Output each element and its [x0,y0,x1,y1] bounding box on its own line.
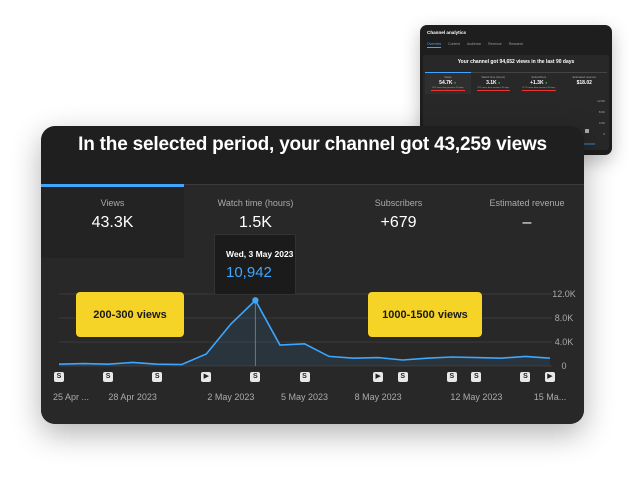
up-arrow-icon: ● [453,80,457,85]
metric-value: – [522,214,532,231]
x-tick-label: 15 Ma... [534,392,567,402]
mini-metric-label: Watch time (hours) [481,75,506,79]
metric-label: Views [100,198,125,208]
mini-metric-label: Estimated revenue [572,75,596,79]
mini-tab-revenue[interactable]: Revenue [488,42,502,46]
metric-label: Subscribers [374,198,423,208]
shorts-icon[interactable]: S [520,372,531,382]
shorts-icon[interactable]: S [397,372,408,382]
mini-tabs: Overview Content Audience Revenue Resear… [427,42,523,48]
mini-tab-research[interactable]: Research [508,42,524,46]
mini-metric-label: Views [444,75,452,79]
shorts-icon[interactable]: S [152,372,163,382]
metric-label: Watch time (hours) [217,198,294,208]
tooltip-date: Wed, 3 May 2023 [226,249,294,259]
video-icon[interactable]: ▶ [201,372,212,382]
mini-y-label: 12.0K [597,99,605,103]
analytics-card: In the selected period, your channel got… [41,126,584,424]
mini-y-label: 4.0K [598,121,605,125]
series-area [59,300,550,366]
shorts-icon[interactable]: S [250,372,261,382]
y-tick-label: 12.0K [552,289,576,299]
y-tick-label: 4.0K [555,337,574,347]
mini-metric-label: Subscribers [531,75,547,79]
shorts-icon[interactable]: S [471,372,482,382]
metric-value: +679 [380,214,417,231]
mini-metric-note: 22% more than previous 90 days [476,87,510,91]
highlight-point [252,297,259,304]
mini-metric-value: 54.7K [439,80,453,86]
callout-left: 200-300 views [76,292,184,337]
metric-tab-watch-time[interactable]: Watch time (hours) 1.5K [184,184,327,258]
metric-label: Estimated revenue [489,198,565,208]
mini-y-label: 0 [603,132,605,136]
shorts-icon[interactable]: S [103,372,114,382]
video-icon[interactable]: ▶ [545,372,555,382]
headline: In the selected period, your channel got… [78,134,547,155]
shorts-icon[interactable]: S [299,372,310,382]
callout-right: 1000-1500 views [368,292,482,337]
x-tick-label: 12 May 2023 [450,392,502,402]
chart-area [41,258,584,424]
mini-metric-subscribers[interactable]: Subscribers +1.3K ● 117% more than previ… [516,72,562,94]
x-tick-label: 5 May 2023 [281,392,328,402]
mini-metric-revenue[interactable]: Estimated revenue $18.02 [561,72,607,94]
mini-chart-marker [585,129,589,133]
mini-y-label: 8.0K [598,110,605,114]
x-tick-label: 8 May 2023 [355,392,402,402]
views-chart: 12.0K 8.0K 4.0K 0 25 Apr ... 28 Apr 2023 2 May… [53,289,576,402]
mini-metric-watch-time[interactable]: Watch time (hours) 3.1K ● 22% more than … [470,72,516,94]
mini-title: Channel analytics [427,30,467,35]
y-tick-label: 0 [561,361,566,371]
video-icon[interactable]: ▶ [373,372,384,382]
metric-value: 43.3K [91,214,134,231]
x-tick-label: 28 Apr 2023 [108,392,157,402]
up-arrow-icon: ● [544,80,548,85]
chart-tooltip: Wed, 3 May 2023 10,942 [214,234,296,295]
mini-metric-views[interactable]: Views 54.7K ● 12% more than previous 90 … [425,72,471,94]
shorts-icon[interactable]: S [446,372,457,382]
x-tick-label: 25 Apr ... [53,392,89,402]
x-tick-label: 2 May 2023 [207,392,254,402]
mini-metric-note: 12% more than previous 90 days [431,87,465,91]
mini-metric-value: +1.3K [530,80,544,86]
mini-metrics: Views 54.7K ● 12% more than previous 90 … [425,72,607,94]
tooltip-value: 10,942 [226,264,272,281]
metric-tab-views[interactable]: Views 43.3K [41,184,184,258]
series-line [58,299,551,366]
metric-tabs: Views 43.3K Watch time (hours) 1.5K Subs… [41,184,584,258]
shorts-icon[interactable]: S [54,372,64,382]
mini-tab-overview[interactable]: Overview [427,42,442,48]
up-arrow-icon: ● [498,80,501,85]
mini-metric-note: 117% more than previous 90 days [522,87,556,91]
metric-value: 1.5K [239,214,272,231]
metric-tab-subscribers[interactable]: Subscribers +679 [327,184,470,258]
metric-tab-revenue[interactable]: Estimated revenue – [470,184,584,258]
mini-metric-value: 3.1K [486,80,497,86]
mini-headline: Your channel got 94,652 views in the las… [457,59,575,65]
mini-metric-value: $18.02 [576,80,592,86]
mini-tab-content[interactable]: Content [448,42,461,46]
y-tick-label: 8.0K [555,313,574,323]
mini-tab-audience[interactable]: Audience [467,42,482,46]
